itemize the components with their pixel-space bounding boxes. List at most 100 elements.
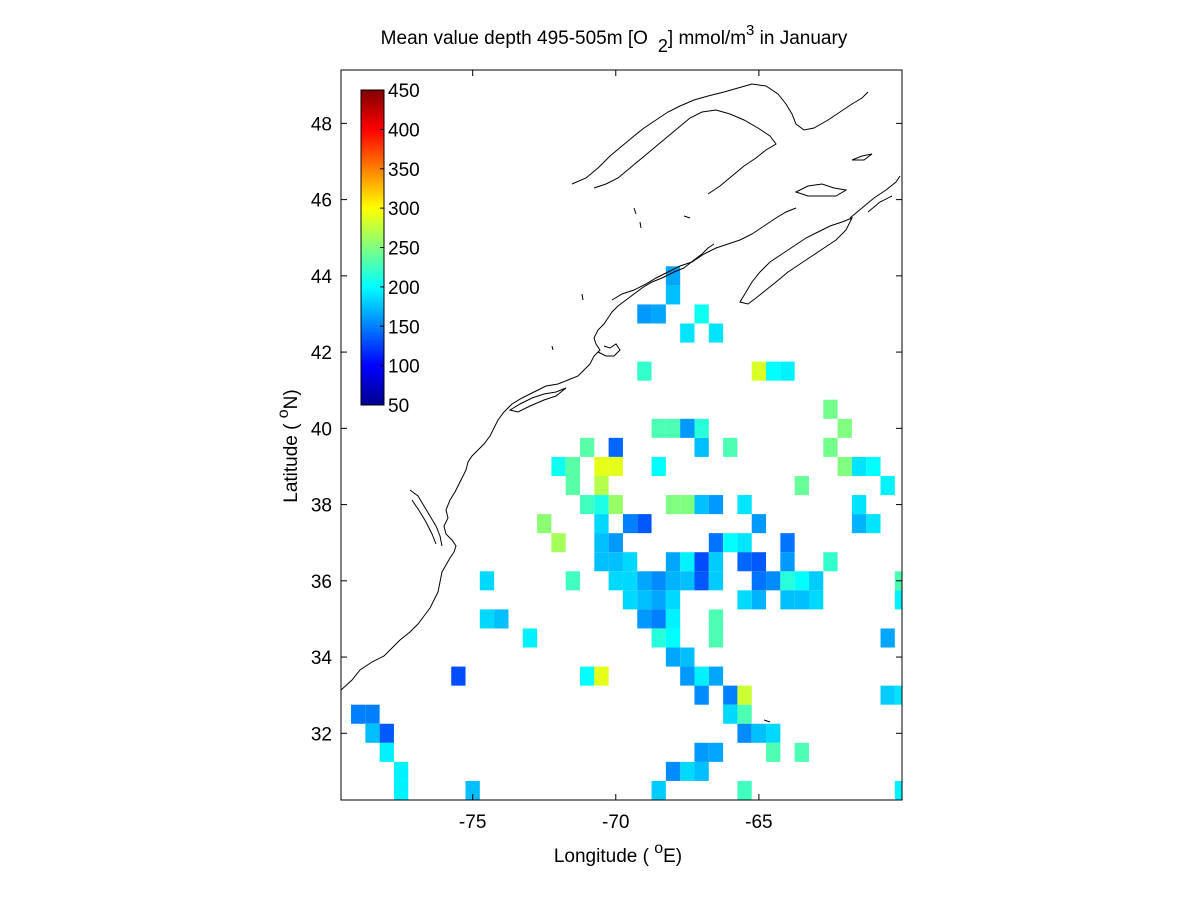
data-cell	[794, 571, 809, 591]
data-cell	[651, 609, 666, 629]
y-axis-ticks: 32 34 36 38 40 42 44 46 48	[311, 114, 902, 745]
data-cell	[594, 475, 609, 496]
data-cell	[594, 533, 609, 553]
data-cell	[766, 723, 781, 743]
data-cell	[637, 800, 651, 819]
data-cell	[665, 285, 681, 305]
data-cell	[680, 666, 695, 686]
data-cell	[751, 552, 767, 572]
colorbar-tick-label: 350	[388, 160, 420, 181]
data-cell	[794, 742, 809, 762]
data-cell	[665, 590, 681, 610]
data-cell	[637, 571, 652, 591]
data-cell	[393, 761, 409, 781]
coastline-islands	[551, 207, 771, 723]
data-cell	[737, 552, 752, 572]
data-cell	[579, 495, 595, 515]
data-cell	[365, 704, 380, 724]
colorbar-tick-label: 150	[388, 317, 420, 338]
data-cell	[594, 514, 609, 534]
plot-area	[341, 83, 902, 819]
data-cell	[622, 590, 638, 610]
data-cell	[651, 456, 666, 476]
data-cell	[651, 628, 666, 648]
data-cell	[594, 552, 609, 572]
data-cell	[708, 609, 724, 629]
data-cell	[694, 418, 709, 438]
data-cell	[708, 666, 724, 686]
data-cell	[823, 552, 838, 572]
data-cell	[565, 475, 580, 496]
data-cell	[851, 514, 867, 534]
data-cell	[680, 647, 695, 667]
data-cell	[665, 571, 681, 591]
data-cell	[837, 456, 852, 476]
colorbar-tick-label: 450	[388, 81, 420, 102]
data-cell	[551, 456, 566, 476]
data-cell	[608, 533, 623, 553]
data-cell	[665, 628, 681, 648]
data-cell	[680, 571, 695, 591]
data-cell	[780, 552, 795, 572]
data-cell	[622, 571, 638, 591]
y-tick-label: 36	[311, 572, 332, 593]
colorbar-tick-label: 400	[388, 120, 420, 141]
data-cell	[737, 685, 752, 705]
data-cell	[694, 552, 709, 572]
data-cell	[808, 571, 824, 591]
data-cell	[680, 552, 695, 572]
coastline-chesapeake	[409, 489, 443, 547]
data-cell	[479, 571, 495, 591]
data-cell	[837, 418, 852, 438]
coastline-cape-cod	[597, 343, 621, 357]
colorbar: 450 400 350 300 250 200 150 100 50	[360, 81, 420, 417]
data-cell	[651, 304, 666, 324]
data-cell	[866, 456, 881, 476]
y-tick-label: 44	[311, 267, 333, 288]
coastline-maine	[611, 207, 797, 301]
colorbar-ticks: 450 400 350 300 250 200 150 100 50	[380, 81, 420, 417]
data-cell	[723, 437, 738, 457]
data-cell	[622, 552, 638, 572]
data-cell	[694, 685, 709, 705]
data-cell	[522, 628, 538, 648]
data-cell	[808, 590, 824, 610]
data-cell	[680, 495, 695, 515]
data-cell	[694, 666, 709, 686]
data-cell	[365, 723, 380, 743]
data-cell	[637, 590, 652, 610]
data-cell	[379, 723, 394, 743]
data-cell	[608, 552, 623, 572]
coastline-st-lawrence	[571, 83, 869, 195]
data-cell	[665, 418, 681, 438]
data-cell	[665, 552, 681, 572]
data-cell	[766, 742, 781, 762]
data-cell	[622, 514, 638, 534]
data-cell	[579, 666, 595, 686]
data-cell	[823, 399, 838, 419]
axes-box	[340, 69, 903, 801]
data-cell	[880, 685, 895, 705]
y-tick-label: 46	[311, 191, 332, 212]
coastline-us-east	[341, 243, 715, 691]
data-cell	[608, 495, 623, 515]
colorbar-tick-label: 250	[388, 239, 420, 260]
data-cell	[465, 780, 480, 800]
data-cell	[651, 780, 666, 800]
data-cell	[694, 571, 709, 591]
colorbar-tick-label: 100	[388, 357, 420, 378]
data-cell	[565, 571, 580, 591]
data-cell	[579, 437, 595, 457]
data-cell	[651, 418, 666, 438]
coastline-nova-scotia	[739, 217, 854, 305]
data-cell	[723, 704, 738, 724]
data-cell	[737, 723, 752, 743]
coastline-anticosti	[851, 153, 873, 161]
data-cell	[637, 514, 652, 534]
data-cell	[608, 456, 623, 476]
data-cell	[680, 418, 695, 438]
y-axis-label: Latitude ( oN)	[275, 389, 302, 502]
data-cell	[894, 685, 902, 705]
data-cell	[694, 437, 709, 457]
